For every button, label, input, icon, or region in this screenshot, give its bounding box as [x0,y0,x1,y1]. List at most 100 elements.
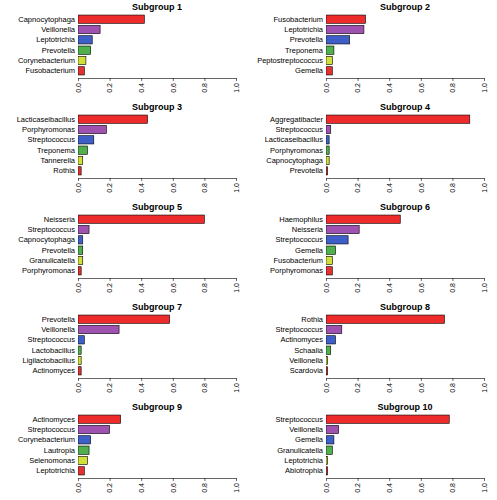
x-tick-mark [141,78,142,81]
y-tick: Abiotrophia [285,466,326,475]
bar [326,167,328,175]
x-axis-line [327,378,485,379]
y-tick: Porphyromonas [22,266,78,275]
x-tick-label: 0.0 [75,383,82,393]
y-tick-label: Fusobacterium [273,15,323,24]
x-tick-mark [389,478,390,481]
x-tick: 0.4 [386,278,393,293]
x-tick: 0.0 [75,78,82,93]
panel: Subgroup 1CapnocytophagaVeillonellaLepto… [18,2,240,93]
x-tick-mark [421,478,422,481]
bar [78,415,121,423]
y-tick: Tannerella [40,156,78,165]
bar [78,336,84,344]
bar [78,56,86,64]
x-tick-mark [141,378,142,381]
x-tick-label: 0.2 [354,183,361,193]
bar [78,315,170,323]
x-tick: 1.0 [481,178,488,193]
x-tick-mark [173,478,174,481]
x-tick-label: 0.2 [106,183,113,193]
y-tick-label: Fusobacterium [273,256,323,265]
x-tick-label: 1.0 [481,283,488,293]
x-tick-mark [358,178,359,181]
panel-title: Subgroup 6 [380,202,430,212]
x-tick-label: 0.6 [418,383,425,393]
bar [78,267,81,275]
x-tick-label: 0.6 [418,283,425,293]
y-tick-label: Gemella [295,66,324,75]
y-tick: Leptotrichia [284,25,326,34]
x-tick-mark [236,378,237,381]
y-tick: Prevotella [290,35,326,44]
y-tick: Gemella [295,435,326,444]
bar [78,167,81,175]
x-tick: 0.2 [106,78,113,93]
y-tick: Neisseria [44,215,78,224]
y-tick-label: Fusobacterium [25,66,75,75]
x-tick-mark [204,478,205,481]
y-tick-label: Ligilactobacillus [22,356,75,365]
y-tick-label: Leptotrichia [36,466,76,475]
y-tick: Fusobacterium [25,66,78,75]
x-tick: 0.8 [449,178,456,193]
y-tick: Prevotella [42,315,78,324]
x-tick-label: 0.8 [201,383,208,393]
x-tick-label: 0.4 [138,383,145,393]
x-tick: 0.0 [323,278,330,293]
x-tick: 0.4 [386,178,393,193]
x-tick-mark [141,478,142,481]
x-tick: 0.6 [170,378,177,393]
x-tick: 0.0 [75,378,82,393]
bar [326,425,339,433]
y-tick-label: Leptotrichia [284,25,324,34]
x-tick-mark [326,378,327,381]
bar [78,25,100,33]
y-tick: Ligilactobacillus [22,356,78,365]
x-tick: 0.8 [449,378,456,393]
panel: Subgroup 7PrevotellaVeillonellaStreptoco… [22,302,239,393]
figure: Subgroup 1CapnocytophagaVeillonellaLepto… [0,0,497,500]
panel: Subgroup 6HaemophilusNeisseriaStreptococ… [270,202,488,293]
y-tick: Schaalia [294,346,326,355]
x-tick-label: 0.8 [449,483,456,493]
y-tick-label: Actinomyces [280,335,323,344]
x-tick-label: 0.2 [354,483,361,493]
y-tick: Veillonella [41,25,78,34]
x-tick-mark [358,478,359,481]
x-tick: 0.0 [323,78,330,93]
x-tick-mark [173,178,174,181]
y-tick-label: Streptococcus [27,425,75,434]
x-tick-label: 0.8 [449,383,456,393]
bar [78,146,87,154]
x-tick-label: 0.2 [354,283,361,293]
y-tick: Treponema [37,146,78,155]
x-tick-label: 1.0 [233,283,240,293]
bar [78,246,83,254]
y-tick: Porphyromonas [270,146,326,155]
bar [78,115,148,123]
x-tick-label: 1.0 [233,83,240,93]
x-axis: 0.00.20.40.60.81.0 [75,178,240,193]
x-tick-mark [141,178,142,181]
bar [326,136,329,144]
x-tick-mark [78,78,79,81]
x-tick-mark [204,378,205,381]
panel-title: Subgroup 3 [132,102,182,112]
bar [326,146,329,154]
panel: Subgroup 8RothiaStreptococcusActinomyces… [275,302,487,393]
y-tick: Capnocytophaga [18,15,78,24]
y-tick-label: Lautropia [44,446,76,455]
x-tick: 0.4 [138,78,145,93]
x-tick-mark [110,278,111,281]
y-tick: Peptostreptococcus [257,56,326,65]
y-tick-label: Actinomyces [32,366,75,375]
bar [78,436,91,444]
bar [326,36,350,44]
x-tick-label: 0.2 [106,383,113,393]
bar [78,425,110,433]
x-tick-label: 0.4 [138,183,145,193]
x-tick-label: 0.6 [418,483,425,493]
panel-title: Subgroup 4 [380,102,430,112]
x-tick-label: 1.0 [481,383,488,393]
